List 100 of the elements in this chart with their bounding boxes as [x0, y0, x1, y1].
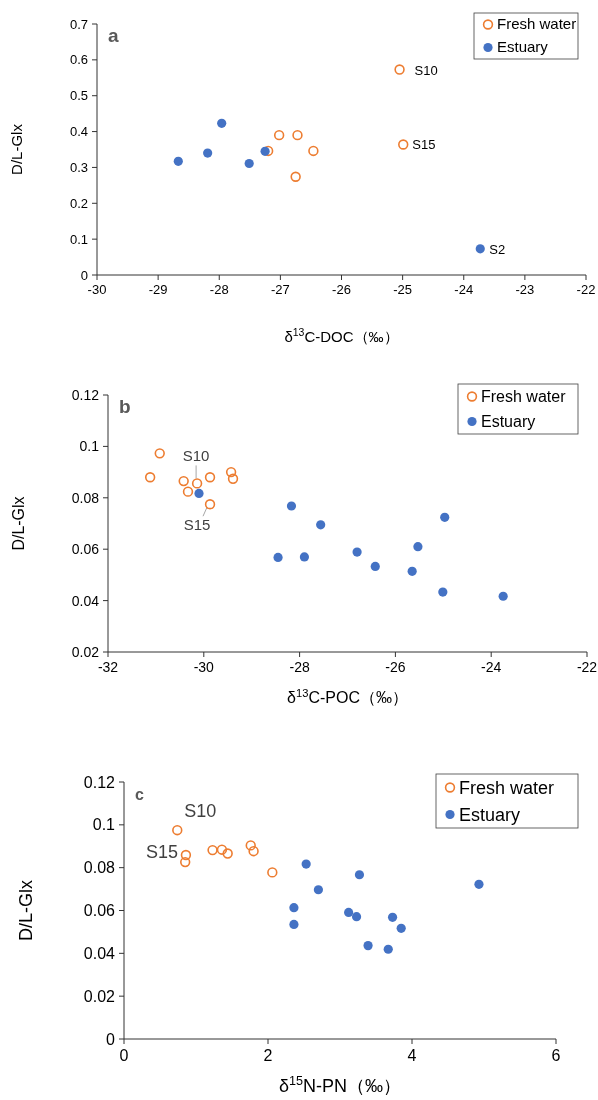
annotation: S10	[414, 62, 438, 78]
annotation: S2	[489, 241, 506, 257]
point	[308, 145, 319, 157]
legend-label: Fresh water	[497, 15, 577, 33]
y-tick-label: 0	[80, 267, 88, 283]
annotation: S15	[183, 516, 211, 534]
point	[344, 907, 354, 918]
point	[182, 486, 194, 497]
y-tick-label: 0.3	[69, 159, 88, 175]
point	[248, 845, 259, 857]
point	[370, 561, 380, 572]
point	[273, 129, 285, 141]
point	[204, 472, 216, 483]
x-tick-label: -22	[576, 659, 598, 675]
point	[289, 903, 299, 913]
point	[475, 244, 485, 254]
y-tick-label: 0.02	[83, 987, 116, 1005]
y-tick-label: 0.4	[69, 124, 88, 140]
x-axis-title: δ$^{13}$C-POC（‰）	[287, 687, 408, 706]
point	[203, 148, 213, 158]
x-tick-label: 2	[263, 1047, 273, 1064]
point	[194, 488, 204, 499]
annotation: S15	[412, 137, 436, 153]
x-tick-label: -27	[270, 282, 290, 297]
point	[440, 512, 450, 522]
y-tick-label: 0.06	[83, 902, 116, 920]
y-axis-title: D/L-Glx	[8, 123, 25, 175]
y-tick-label: 0.12	[83, 773, 116, 791]
point	[299, 552, 309, 562]
y-tick-label: 0.6	[69, 52, 88, 68]
point	[354, 870, 365, 880]
chart-title: a	[108, 25, 119, 46]
y-tick-label: 0.1	[69, 231, 88, 247]
point	[245, 840, 256, 851]
y-tick-label: 0.06	[71, 541, 100, 558]
chart-title: b	[119, 396, 131, 417]
point	[301, 859, 311, 869]
y-tick-label: 0.02	[71, 643, 100, 660]
point	[222, 848, 233, 859]
point	[352, 547, 362, 557]
x-axis-title: δ$^{15}$N-PN（‰）	[278, 1074, 402, 1096]
y-axis-title: D/L-Glx	[16, 879, 36, 942]
point	[191, 478, 203, 489]
y-tick-label: 0.1	[92, 816, 116, 834]
x-tick-label: 6	[551, 1047, 561, 1064]
y-tick-label: 0.7	[69, 16, 88, 32]
y-tick-label: 0.04	[83, 944, 116, 962]
y-tick-label: 0.5	[69, 88, 88, 104]
x-tick-label: -26	[385, 659, 406, 675]
legend-label: Estuary	[459, 804, 521, 825]
point	[154, 448, 165, 459]
x-tick-label: -24	[454, 282, 474, 297]
point	[244, 158, 254, 169]
point	[474, 879, 484, 889]
x-tick-label: -28	[209, 282, 229, 297]
point	[267, 867, 278, 878]
point	[407, 566, 417, 576]
x-tick-label: -26	[332, 282, 351, 297]
point	[180, 849, 192, 861]
x-tick-label: 4	[407, 1047, 417, 1064]
point	[438, 587, 448, 597]
point	[316, 520, 326, 530]
point	[204, 499, 216, 510]
point	[387, 912, 398, 922]
point	[173, 156, 183, 166]
point	[216, 844, 228, 855]
x-tick-label: -24	[481, 659, 502, 675]
point	[394, 64, 405, 75]
y-tick-label: 0.1	[79, 438, 100, 455]
y-axis-title: D/L-Glx	[10, 496, 27, 551]
point	[207, 844, 218, 856]
point	[172, 824, 183, 836]
chart-title: c	[135, 786, 144, 803]
x-tick-label: -30	[193, 659, 215, 675]
point	[217, 118, 227, 128]
point	[351, 912, 362, 922]
x-tick-label: -29	[148, 282, 168, 297]
x-axis-title: δ$^{13}$C-DOC（‰）	[284, 326, 399, 345]
x-tick-label: -25	[393, 282, 413, 297]
y-tick-label: 0.12	[71, 386, 100, 403]
x-tick-label: -23	[515, 282, 535, 297]
point	[273, 552, 283, 563]
point	[413, 542, 423, 552]
point	[396, 923, 406, 933]
point	[313, 885, 323, 895]
point	[292, 129, 303, 141]
point	[289, 919, 299, 930]
annotation: S15	[145, 842, 178, 863]
point	[227, 473, 239, 484]
annotation: S10	[184, 801, 217, 822]
point	[290, 171, 301, 182]
x-tick-label: -22	[576, 282, 596, 297]
legend-label: Fresh water	[459, 777, 555, 798]
point	[144, 472, 156, 483]
legend-label: Fresh water	[481, 387, 567, 405]
point	[363, 941, 373, 951]
y-tick-label: 0.08	[83, 859, 116, 877]
x-tick-label: -28	[289, 659, 310, 675]
y-tick-label: 0.04	[71, 592, 100, 609]
x-tick-label: -30	[87, 282, 107, 297]
